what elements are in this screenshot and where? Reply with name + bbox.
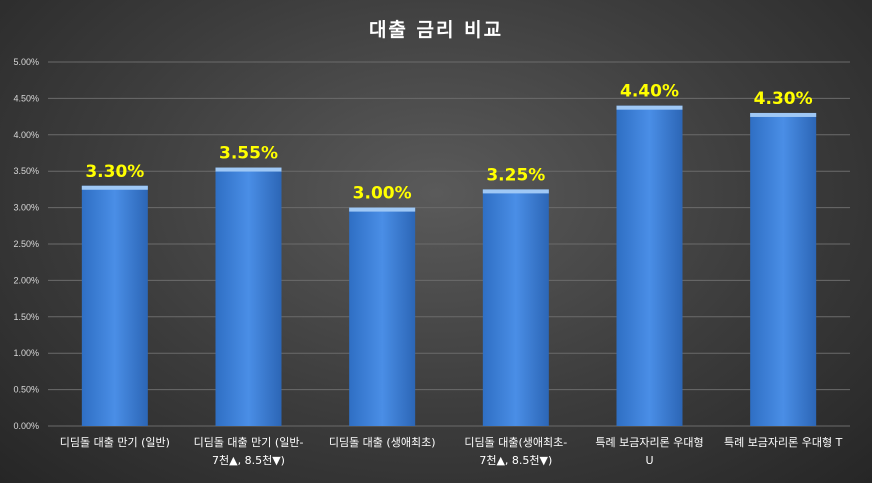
y-tick-label: 3.50%: [13, 166, 39, 176]
y-tick-label: 1.50%: [13, 312, 39, 322]
bar-top-highlight: [81, 185, 148, 190]
data-label: 4.40%: [620, 82, 679, 102]
bar: [482, 189, 549, 426]
y-tick-label: 0.00%: [13, 421, 39, 431]
y-tick-label: 4.50%: [13, 93, 39, 103]
category-label: 디딤돌 대출(생애최초-: [464, 436, 567, 449]
data-labels: 3.30% 3.55% 3.00% 3.25% 4.40% 4.30%: [85, 82, 812, 204]
category-labels: 디딤돌 대출 만기 (일반) 디딤돌 대출 만기 (일반- 7천▲, 8.5천▼) 디…: [60, 435, 843, 467]
data-label: 3.00%: [353, 184, 412, 204]
y-axis-ticks: 0.00% 0.50% 1.00% 1.50% 2.00% 2.50% 3.00% 3.50%…: [13, 57, 39, 431]
data-label: 3.25%: [486, 165, 545, 185]
gridlines: [48, 61, 850, 427]
bar-top-highlight: [750, 112, 817, 117]
bar-top-highlight: [349, 207, 416, 212]
data-label: 3.30%: [85, 162, 144, 182]
y-tick-label: 3.00%: [13, 203, 39, 213]
bar-top-highlight: [482, 189, 549, 194]
bar: [215, 167, 282, 426]
category-label: 디딤돌 대출 (생애최초): [329, 436, 436, 449]
bars: [81, 105, 817, 427]
y-tick-label: 5.00%: [13, 57, 39, 67]
bar: [349, 207, 416, 426]
category-label: 특례 보금자리론 우대형 T: [724, 436, 843, 449]
data-label: 3.55%: [219, 144, 278, 164]
chart-title: 대출 금리 비교: [369, 19, 503, 41]
category-label: U: [645, 454, 653, 467]
y-tick-label: 2.50%: [13, 239, 39, 249]
category-label: 디딤돌 대출 만기 (일반-: [194, 435, 304, 449]
y-tick-label: 4.00%: [13, 130, 39, 140]
category-label: 7천▲, 8.5천▼): [479, 453, 552, 467]
y-tick-label: 1.00%: [13, 348, 39, 358]
bar-top-highlight: [616, 105, 683, 110]
data-label: 4.30%: [754, 89, 813, 109]
bar: [616, 105, 683, 427]
category-label: 특례 보금자리론 우대형: [595, 436, 703, 449]
bar: [750, 112, 817, 427]
bar: [81, 185, 148, 426]
bar-top-highlight: [215, 167, 282, 172]
y-tick-label: 2.00%: [13, 275, 39, 285]
category-label: 디딤돌 대출 만기 (일반): [60, 435, 170, 449]
y-tick-label: 0.50%: [13, 385, 39, 395]
category-label: 7천▲, 8.5천▼): [212, 453, 285, 467]
